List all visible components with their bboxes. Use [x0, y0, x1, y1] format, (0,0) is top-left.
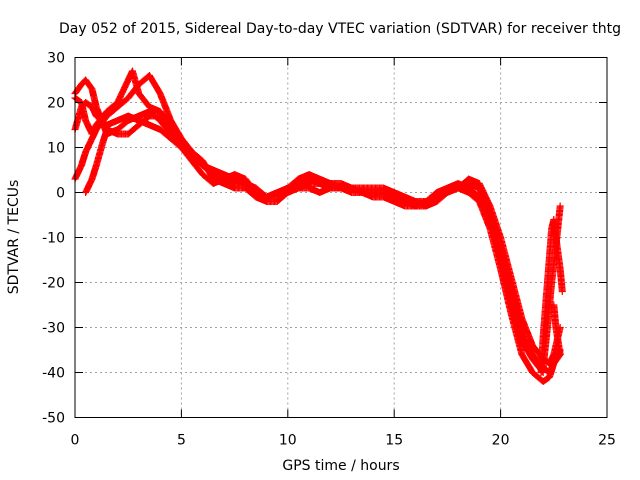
series-track-6: [507, 288, 539, 363]
series-track-9: [550, 301, 564, 358]
series-track-8: [539, 202, 564, 372]
series-track-5: [82, 112, 185, 196]
marker-trace: [507, 288, 539, 363]
marker-trace: [82, 112, 185, 196]
y-axis-label: SDTVAR / TECUs: [6, 180, 22, 295]
y-tick-label: 30: [47, 51, 65, 67]
y-tick-label: 0: [56, 186, 65, 202]
marker-trace: [550, 301, 564, 358]
x-tick-label: 5: [177, 433, 186, 449]
y-tick-label: 20: [47, 96, 65, 112]
y-tick-label: -30: [42, 321, 65, 337]
y-tick-label: -50: [42, 411, 65, 427]
y-tick-label: -20: [42, 276, 65, 292]
chart-title: Day 052 of 2015, Sidereal Day-to-day VTE…: [59, 21, 621, 37]
y-tick-label: -40: [42, 366, 65, 382]
x-tick-label: 25: [598, 433, 616, 449]
x-tick-label: 20: [492, 433, 510, 449]
data-series: [71, 67, 566, 385]
x-tick-label: 10: [279, 433, 297, 449]
y-tick-label: 10: [47, 141, 65, 157]
x-tick-label: 0: [71, 433, 80, 449]
grid: [75, 57, 607, 418]
axis-ticks: 30 20 10 0 -10 -20 -30 -40 -50 0 5 10 15 20 25: [42, 51, 616, 449]
x-tick-label: 15: [385, 433, 403, 449]
x-axis-label: GPS time / hours: [282, 458, 399, 474]
marker-trace: [539, 202, 564, 372]
y-tick-label: -10: [42, 231, 65, 247]
